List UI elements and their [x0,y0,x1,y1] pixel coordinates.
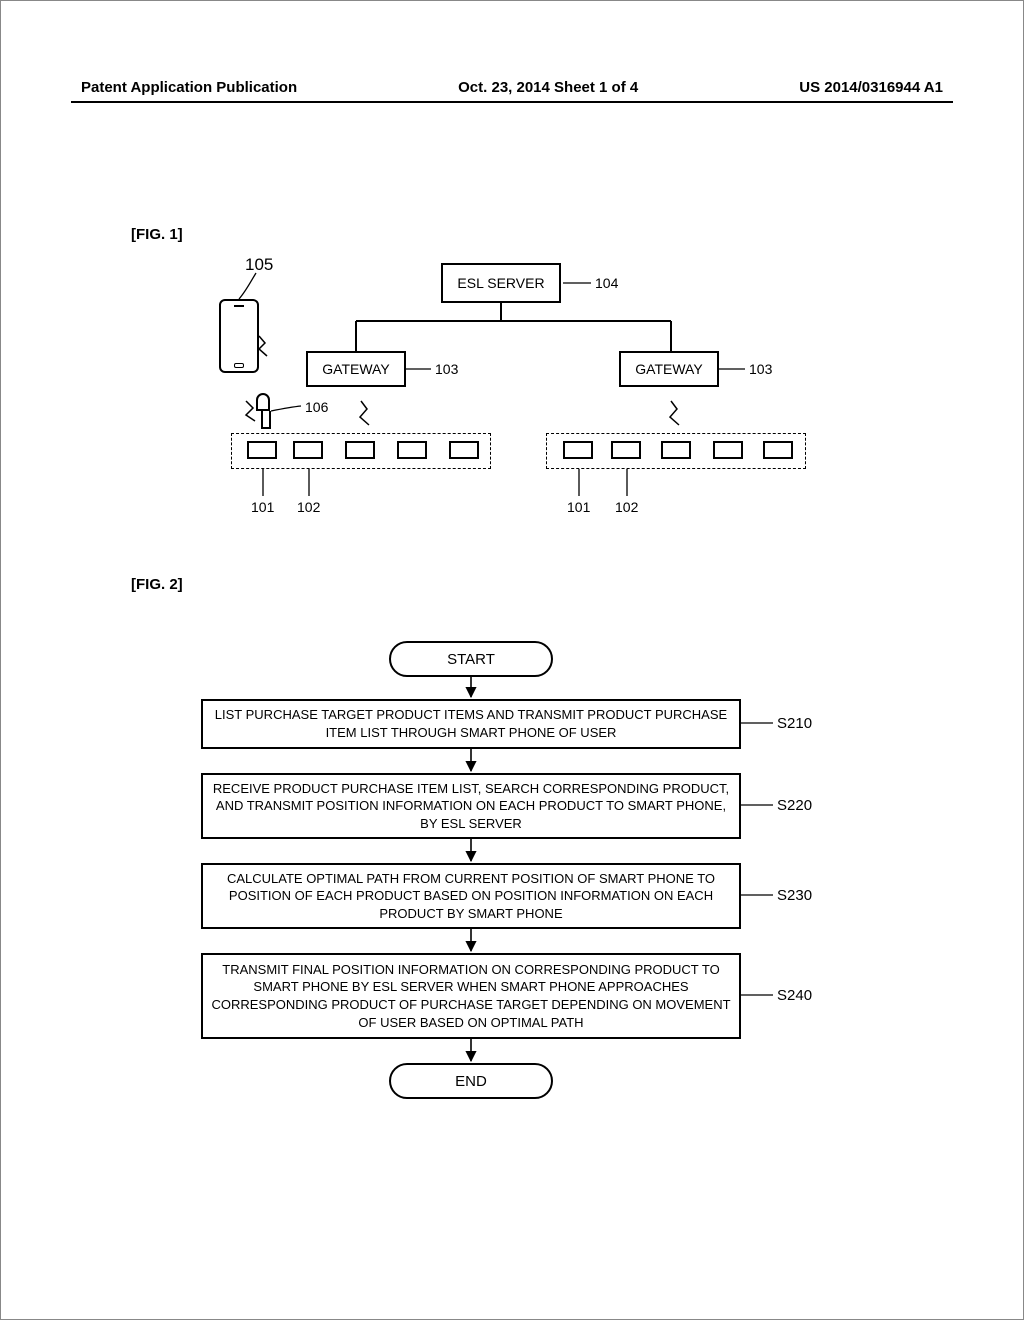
page-header: Patent Application Publication Oct. 23, … [81,79,943,96]
start-label: START [447,651,495,668]
ref-s220: S220 [777,797,812,814]
tag-icon [563,441,593,459]
process-s230: CALCULATE OPTIMAL PATH FROM CURRENT POSI… [201,863,741,929]
esl-server-label: ESL SERVER [457,275,544,291]
process-s240: TRANSMIT FINAL POSITION INFORMATION ON C… [201,953,741,1039]
tag-icon [293,441,323,459]
header-rule [71,101,953,103]
tag-icon [449,441,479,459]
ref-101-right: 101 [567,499,590,515]
esl-server-box: ESL SERVER [441,263,561,303]
gateway-right-box: GATEWAY [619,351,719,387]
tag-icon [247,441,277,459]
phone-speaker-icon [234,305,244,307]
process-s230-text: CALCULATE OPTIMAL PATH FROM CURRENT POSI… [211,870,731,923]
page: Patent Application Publication Oct. 23, … [0,0,1024,1320]
ref-105: 105 [245,255,273,275]
header-right: US 2014/0316944 A1 [799,79,943,96]
fig2: START LIST PURCHASE TARGET PRODUCT ITEMS… [171,641,851,1161]
fig1-label: [FIG. 1] [131,226,183,243]
tag-icon [763,441,793,459]
end-terminator: END [389,1063,553,1099]
process-s220: RECEIVE PRODUCT PURCHASE ITEM LIST, SEAR… [201,773,741,839]
start-terminator: START [389,641,553,677]
tag-icon [611,441,641,459]
gateway-left-box: GATEWAY [306,351,406,387]
ref-104: 104 [595,275,618,291]
ref-103-right: 103 [749,361,772,377]
fig2-label: [FIG. 2] [131,576,183,593]
ref-s210: S210 [777,715,812,732]
ref-103-left: 103 [435,361,458,377]
header-center: Oct. 23, 2014 Sheet 1 of 4 [458,79,638,96]
process-s240-text: TRANSMIT FINAL POSITION INFORMATION ON C… [211,961,731,1031]
ref-s240: S240 [777,987,812,1004]
ref-106: 106 [305,399,328,415]
process-s210-text: LIST PURCHASE TARGET PRODUCT ITEMS AND T… [211,706,731,741]
gateway-right-label: GATEWAY [635,361,702,377]
end-label: END [455,1073,487,1090]
tag-gun-icon [256,393,270,411]
gateway-left-label: GATEWAY [322,361,389,377]
phone-home-icon [234,363,244,368]
tag-icon [713,441,743,459]
phone-icon [219,299,259,373]
fig1: ESL SERVER 104 105 GATEWAY 103 GATEWAY 1… [201,261,821,561]
ref-102-left: 102 [297,499,320,515]
fig1-connectors [201,261,821,561]
tag-icon [661,441,691,459]
ref-s230: S230 [777,887,812,904]
ref-101-left: 101 [251,499,274,515]
tag-icon [345,441,375,459]
ref-102-right: 102 [615,499,638,515]
tag-icon [397,441,427,459]
process-s220-text: RECEIVE PRODUCT PURCHASE ITEM LIST, SEAR… [211,780,731,833]
header-left: Patent Application Publication [81,79,297,96]
process-s210: LIST PURCHASE TARGET PRODUCT ITEMS AND T… [201,699,741,749]
